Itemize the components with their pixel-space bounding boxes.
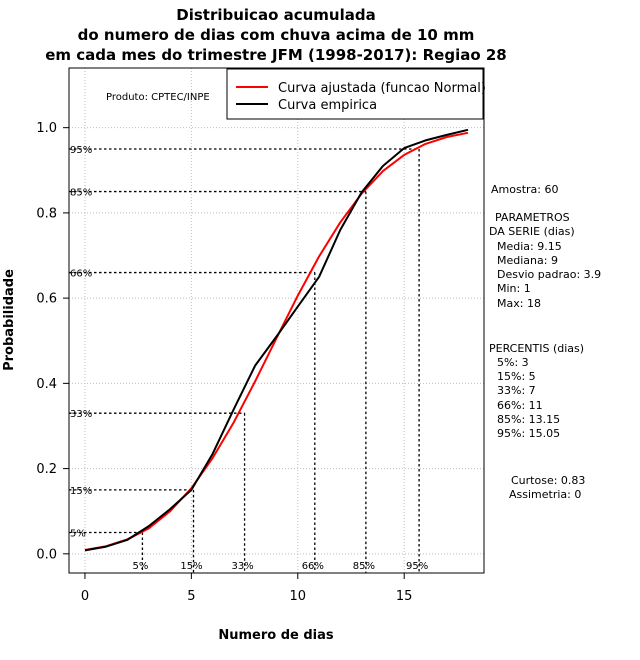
curtose: Curtose: 0.83 — [511, 474, 585, 487]
guide-label-y-1: 15% — [70, 486, 92, 497]
x-tick-label-0: 0 — [81, 589, 89, 604]
grid — [69, 68, 484, 573]
plot-frame — [68, 67, 485, 574]
y-tick-label-4: 0.8 — [36, 206, 57, 221]
legend-label-empirical: Curva empirica — [278, 98, 377, 113]
percentil-95: 95%: 15.05 — [497, 427, 560, 440]
y-axis-label: Probabilidade — [2, 269, 17, 371]
chart-title-line-2: do numero de dias com chuva acima de 10 … — [78, 26, 475, 44]
param-max: Max: 18 — [497, 297, 541, 310]
percentil-33: 33%: 7 — [497, 384, 536, 397]
axes: 0 5 10 15 0.0 0.2 0.4 0.6 0.8 1.0 — [36, 121, 412, 604]
param-desvio: Desvio padrao: 3.9 — [497, 268, 601, 281]
percentis-title: PERCENTIS (dias) — [489, 342, 584, 355]
percentil-66: 66%: 11 — [497, 399, 543, 412]
x-tick-label-3: 15 — [396, 589, 413, 604]
series-lines — [84, 128, 469, 552]
params-title-1: PARAMETROS — [495, 211, 570, 224]
param-mediana: Mediana: 9 — [497, 254, 558, 267]
x-tick-label-2: 10 — [290, 589, 307, 604]
guide-label-y-4: 85% — [70, 188, 92, 199]
y-tick-label-0: 0.0 — [36, 547, 57, 562]
guide-label-x-3: 66% — [302, 561, 324, 572]
params-title-2: DA SERIE (dias) — [489, 225, 575, 238]
guide-label-y-5: 95% — [70, 145, 92, 156]
guide-label-y-0: 5% — [70, 529, 86, 540]
chart-title-line-3: em cada mes do trimestre JFM (1998-2017)… — [45, 46, 507, 64]
y-tick-label-5: 1.0 — [36, 121, 57, 136]
guide-label-x-2: 33% — [231, 561, 253, 572]
y-tick-label-1: 0.2 — [36, 462, 57, 477]
guide-label-x-4: 85% — [353, 561, 375, 572]
legend-box — [226, 68, 484, 120]
guide-label-y-2: 33% — [70, 409, 92, 420]
legend-label-fitted: Curva ajustada (funcao Normal) — [278, 81, 486, 96]
percentil-5: 5%: 3 — [497, 356, 529, 369]
series-line-0 — [84, 131, 469, 551]
percentile-guides: 5% 5% 15% 15% 33% 33% 66% 66% 85% 85% 95% 95% — [69, 145, 428, 573]
product-label: Produto: CPTEC/INPE — [106, 92, 210, 103]
assimetria: Assimetria: 0 — [509, 488, 581, 501]
param-media: Media: 9.15 — [497, 240, 562, 253]
x-tick-label-1: 5 — [187, 589, 195, 604]
chart-title-line-1: Distribuicao acumulada — [176, 6, 375, 24]
sample-size: Amostra: 60 — [491, 183, 558, 196]
percentil-85: 85%: 13.15 — [497, 413, 560, 426]
percentil-15: 15%: 5 — [497, 370, 536, 383]
side-panel: Amostra: 60 PARAMETROS DA SERIE (dias) M… — [489, 183, 601, 501]
guide-label-x-1: 15% — [180, 561, 202, 572]
param-min: Min: 1 — [497, 282, 531, 295]
guide-label-x-5: 95% — [406, 561, 428, 572]
x-axis-label: Numero de dias — [218, 628, 334, 643]
guide-label-x-0: 5% — [132, 561, 148, 572]
guide-label-y-3: 66% — [70, 269, 92, 280]
legend: Curva ajustada (funcao Normal) Curva emp… — [226, 68, 486, 120]
y-tick-label-3: 0.6 — [36, 292, 57, 307]
y-tick-label-2: 0.4 — [36, 377, 57, 392]
series-line-1 — [84, 128, 469, 552]
